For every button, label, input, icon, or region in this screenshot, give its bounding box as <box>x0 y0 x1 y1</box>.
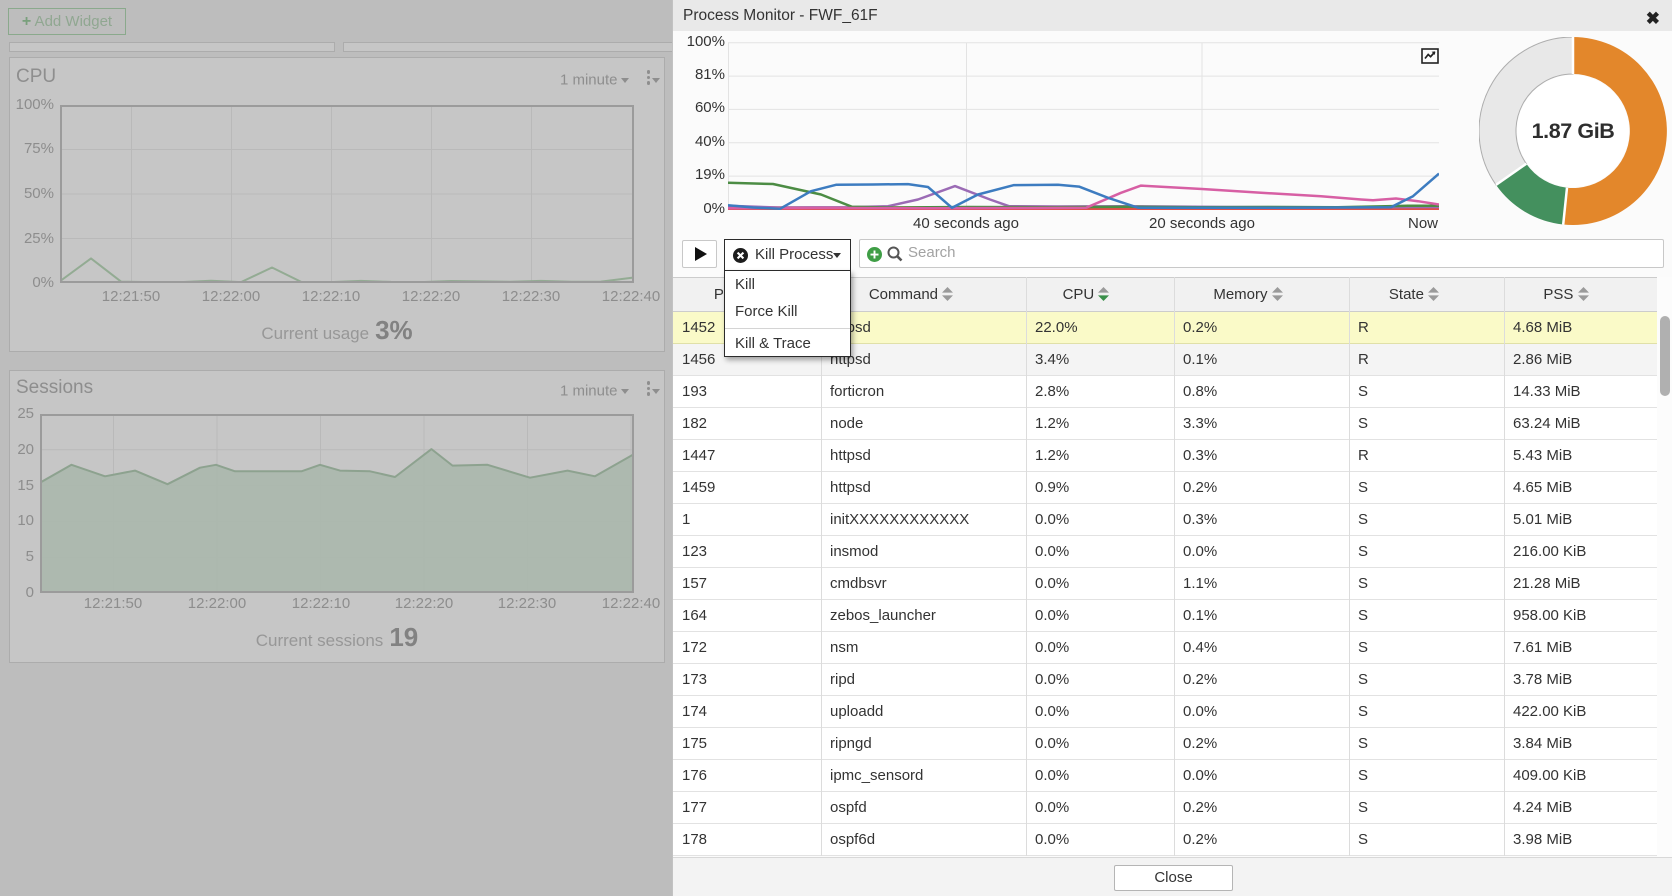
svg-text:1.87 GiB: 1.87 GiB <box>1532 119 1615 143</box>
